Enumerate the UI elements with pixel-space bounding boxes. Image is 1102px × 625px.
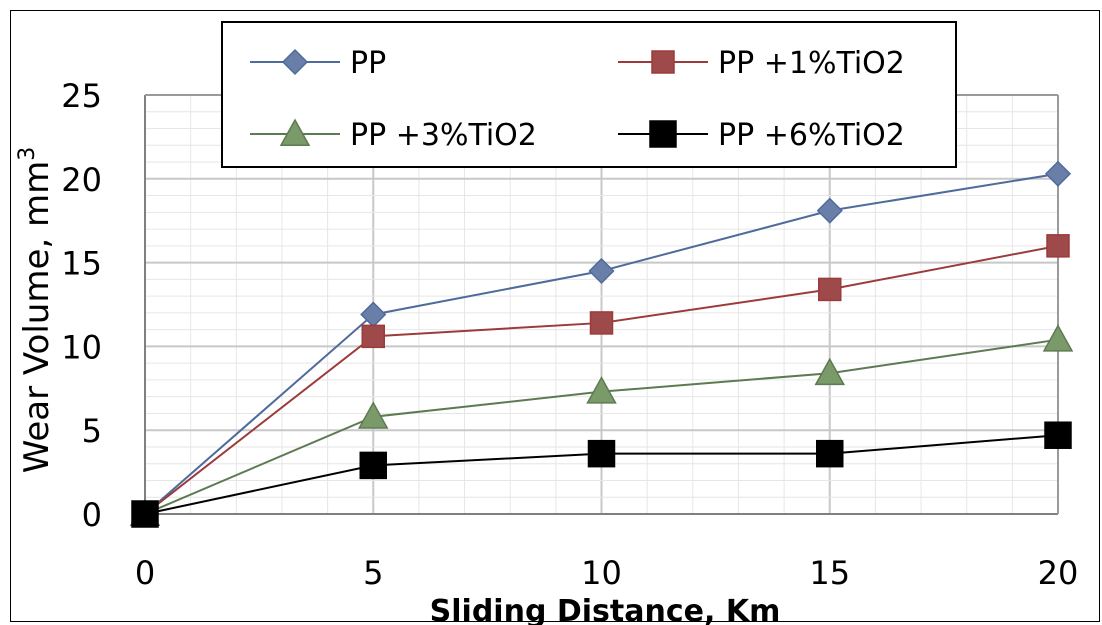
tick-labels: 0 5 10 15 20 0 5 10 15 20 25 — [61, 77, 1078, 592]
x-tick-label: 15 — [809, 554, 850, 592]
data-point — [357, 401, 389, 429]
y-tick-label: 10 — [61, 328, 102, 366]
legend-box — [221, 21, 957, 168]
data-point — [587, 439, 616, 468]
y-tick-label: 25 — [61, 77, 102, 115]
data-point — [586, 376, 617, 404]
data-point — [818, 277, 842, 302]
data-point — [588, 257, 615, 285]
data-point — [816, 439, 844, 468]
legend-label: PP +3%TiO2 — [350, 118, 537, 153]
legend-label: PP +6%TiO2 — [718, 118, 905, 153]
data-point — [1042, 324, 1074, 352]
legend-label: PP — [350, 46, 386, 81]
legend-entry: PP +1%TiO2 — [618, 46, 905, 81]
legend-label: PP +1%TiO2 — [718, 46, 905, 81]
series-4 — [131, 421, 1072, 528]
data-point — [1046, 234, 1070, 258]
y-tick-label: 20 — [61, 161, 102, 199]
legend-entry: PP +3%TiO2 — [250, 118, 537, 153]
x-tick-label: 0 — [135, 554, 155, 592]
y-tick-label: 0 — [82, 496, 102, 534]
series-layer — [129, 160, 1074, 528]
legend-swatch-marker — [651, 50, 675, 74]
legend-entry: PP — [250, 46, 386, 81]
x-tick-label: 10 — [581, 554, 622, 592]
chart-frame — [10, 10, 1100, 622]
legend: PP PP +1%TiO2 PP +3%TiO2 PP +6%TiO2 — [221, 21, 957, 168]
series-1 — [131, 160, 1072, 528]
data-point — [361, 324, 385, 349]
x-tick-label: 20 — [1038, 554, 1079, 592]
legend-swatch-marker — [649, 120, 677, 148]
data-point — [816, 197, 843, 224]
y-tick-label: 15 — [61, 245, 102, 283]
x-tick-label: 5 — [363, 554, 383, 592]
x-axis-title: Sliding Distance, Km — [430, 594, 781, 625]
legend-entry: PP +6%TiO2 — [618, 118, 905, 153]
data-point — [589, 311, 614, 335]
data-point — [814, 357, 846, 386]
legend-swatch-marker — [281, 48, 309, 76]
data-point — [359, 451, 387, 480]
y-tick-label: 5 — [82, 412, 102, 450]
y-axis-title: Wear Volume, mm3 — [15, 147, 57, 473]
data-point — [1044, 421, 1072, 449]
data-point — [131, 500, 159, 528]
legend-swatch-marker — [279, 118, 311, 146]
data-point — [1044, 160, 1072, 187]
